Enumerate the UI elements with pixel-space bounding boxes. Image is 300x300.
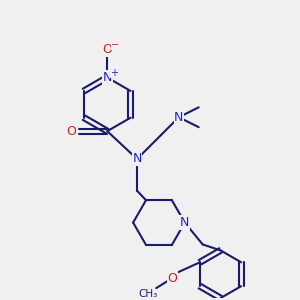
- Text: CH₃: CH₃: [139, 289, 158, 299]
- Text: N: N: [103, 71, 112, 84]
- Text: N: N: [174, 111, 184, 124]
- Text: N: N: [180, 216, 190, 229]
- Text: N: N: [132, 152, 142, 166]
- Text: −: −: [111, 40, 119, 50]
- Text: O: O: [67, 125, 76, 138]
- Text: O: O: [167, 272, 177, 285]
- Text: O: O: [102, 43, 112, 56]
- Text: +: +: [110, 68, 118, 77]
